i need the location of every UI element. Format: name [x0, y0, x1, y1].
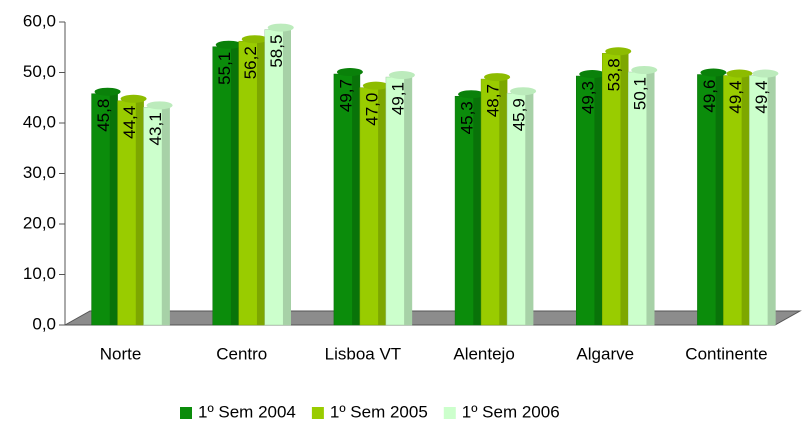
bar-shade — [473, 96, 482, 325]
bar-shade — [741, 75, 750, 325]
value-label: 43,1 — [146, 112, 165, 145]
y-tick-label: 60,0 — [23, 11, 56, 30]
value-label: 45,9 — [510, 98, 529, 131]
value-label: 49,1 — [388, 82, 407, 115]
y-tick-label: 10,0 — [23, 264, 56, 283]
x-tick-label: Norte — [100, 344, 142, 363]
bar-shade — [404, 77, 412, 325]
legend-label: 1º Sem 2005 — [330, 402, 428, 421]
bar-top — [94, 87, 121, 96]
legend-swatch — [180, 407, 192, 419]
bar-shade — [378, 87, 386, 326]
bar-top — [484, 73, 511, 82]
value-label: 49,7 — [336, 79, 355, 112]
bar-top — [241, 35, 268, 44]
value-label: 53,8 — [605, 58, 624, 91]
value-label: 48,7 — [484, 84, 503, 117]
bar-shade — [620, 53, 629, 326]
value-label: 49,3 — [579, 81, 598, 114]
bar-top — [215, 40, 242, 49]
value-label: 55,1 — [215, 52, 234, 85]
bar-shade — [256, 41, 265, 325]
y-tick-label: 50,0 — [23, 62, 56, 81]
value-label: 45,3 — [458, 101, 477, 134]
value-label: 45,8 — [94, 99, 113, 132]
bar-top — [458, 90, 485, 99]
legend-swatch — [311, 407, 324, 419]
bar-shade — [161, 107, 170, 325]
bar-top — [752, 69, 779, 78]
bar-top — [388, 71, 415, 80]
bar-shade — [352, 74, 360, 325]
x-tick-label: Lisboa VT — [325, 344, 402, 363]
value-label: 49,4 — [752, 81, 771, 114]
bar-shade — [594, 76, 603, 325]
bar-top — [700, 68, 727, 77]
value-label: 56,2 — [241, 46, 260, 79]
bar-shade — [525, 93, 534, 325]
bar-top — [362, 81, 389, 90]
y-tick-label: 30,0 — [23, 163, 56, 182]
value-label: 50,1 — [631, 77, 650, 110]
y-tick-label: 40,0 — [23, 112, 56, 131]
bar-top — [579, 70, 606, 79]
floor — [63, 310, 802, 326]
bar-shade — [135, 100, 144, 325]
bar-top — [120, 94, 147, 103]
bar-shade — [715, 74, 724, 326]
bar-top — [146, 101, 173, 110]
value-label: 49,4 — [726, 81, 745, 114]
bar-shade — [282, 29, 291, 325]
x-tick-label: Continente — [685, 344, 767, 363]
bar-shade — [109, 93, 118, 326]
value-label: 44,4 — [120, 106, 139, 139]
bar-top — [510, 87, 537, 96]
bar-top — [267, 23, 294, 32]
x-tick-label: Algarve — [576, 344, 634, 363]
legend-label: 1º Sem 2006 — [462, 402, 560, 421]
bar-top — [336, 68, 363, 77]
value-label: 47,0 — [362, 93, 381, 126]
legend-label: 1º Sem 2004 — [198, 402, 296, 421]
bar-shade — [646, 71, 655, 326]
y-tick-label: 0,0 — [32, 314, 56, 333]
bar-shade — [767, 75, 776, 325]
value-label: 49,6 — [700, 80, 719, 113]
bar-shade — [499, 79, 508, 325]
x-tick-label: Centro — [216, 344, 267, 363]
bar-top — [726, 69, 753, 78]
legend-swatch — [443, 407, 456, 419]
x-tick-label: Alentejo — [453, 344, 514, 363]
bar-top — [605, 47, 632, 56]
value-label: 58,5 — [267, 35, 286, 68]
bar-top — [631, 65, 658, 74]
bar-shade — [230, 46, 239, 326]
y-tick-label: 20,0 — [23, 213, 56, 232]
